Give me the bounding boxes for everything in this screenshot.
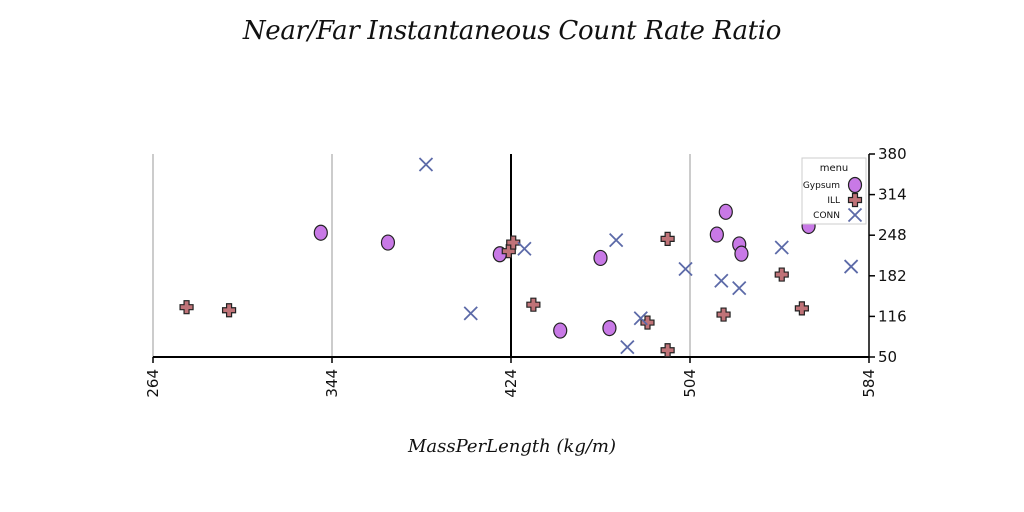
y-tick-label: 116 — [878, 307, 907, 325]
x-tick-label: 264 — [144, 369, 162, 398]
legend: menu Gypsum ILL CONN — [801, 157, 867, 225]
data-point-conn — [620, 340, 635, 355]
data-point-ill — [660, 231, 675, 246]
series-conn — [418, 157, 859, 355]
chart-title: Near/Far Instantaneous Count Rate Ratio — [242, 16, 782, 46]
data-point-gypsum — [734, 245, 749, 262]
data-point-gypsum — [553, 322, 568, 339]
data-point-gypsum — [718, 203, 733, 220]
data-point-ill — [179, 300, 194, 315]
data-point-conn — [633, 311, 648, 326]
y-tick-label: 380 — [878, 145, 907, 163]
data-point-conn — [418, 157, 434, 172]
data-point-ill — [716, 307, 731, 322]
legend-marker-gypsum — [847, 176, 863, 194]
data-point-conn — [463, 306, 478, 321]
data-point-conn — [774, 240, 789, 255]
y-tick-label: 314 — [878, 186, 907, 204]
legend-marker-conn — [847, 207, 863, 223]
data-point-conn — [678, 261, 693, 277]
data-point-ill — [640, 315, 655, 330]
legend-label: ILL — [827, 196, 840, 206]
y-tick-label: 182 — [878, 267, 907, 285]
data-point-ill — [221, 303, 237, 318]
data-point-ill — [794, 301, 809, 316]
data-point-ill — [526, 297, 541, 312]
x-tick-label: 424 — [502, 369, 520, 398]
legend-title: menu — [820, 163, 849, 174]
data-point-ill — [506, 235, 521, 250]
data-point-conn — [517, 241, 532, 256]
data-point-gypsum — [602, 319, 617, 337]
data-point-ill — [774, 267, 789, 282]
data-point-conn — [843, 259, 859, 274]
x-tick-label: 504 — [681, 369, 699, 398]
data-point-conn — [609, 232, 624, 248]
series-ill — [179, 231, 809, 358]
series-gypsum — [313, 203, 816, 339]
legend-marker-ill — [847, 192, 863, 208]
y-tick-label: 248 — [878, 226, 907, 244]
data-point-ill — [660, 343, 675, 358]
x-tick-label: 584 — [860, 369, 878, 398]
data-point-conn — [714, 273, 729, 288]
x-axis-label: MassPerLength (kg/m) — [407, 436, 617, 457]
data-point-gypsum — [709, 226, 724, 243]
y-tick-label: 50 — [878, 348, 897, 366]
data-point-conn — [732, 280, 747, 296]
legend-label: CONN — [813, 211, 840, 221]
data-point-gypsum — [380, 234, 396, 251]
data-point-gypsum — [313, 224, 328, 241]
legend-label: Gypsum — [803, 181, 840, 191]
x-tick-label: 344 — [323, 369, 341, 398]
data-point-gypsum — [593, 249, 608, 267]
